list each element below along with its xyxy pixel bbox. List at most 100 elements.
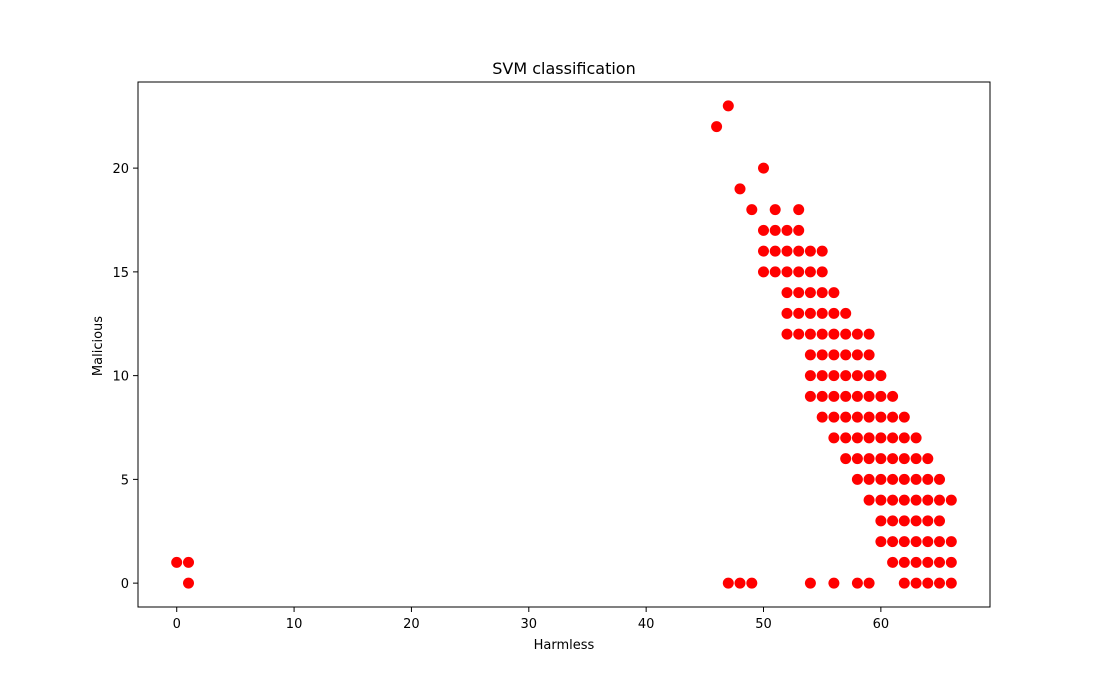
y-tick-label: 20 [112, 162, 129, 177]
data-point [922, 515, 934, 527]
data-point [863, 473, 875, 485]
data-point [816, 349, 828, 361]
data-point [851, 473, 863, 485]
data-point [804, 287, 816, 299]
data-point [734, 183, 746, 195]
data-point [828, 411, 840, 423]
data-point [746, 204, 758, 216]
data-point [875, 411, 887, 423]
data-point [851, 328, 863, 340]
data-point [804, 245, 816, 257]
data-point [887, 411, 899, 423]
data-point [793, 328, 805, 340]
data-point [722, 100, 734, 112]
data-point [840, 432, 852, 444]
data-point [875, 432, 887, 444]
x-tick-label: 10 [286, 617, 303, 632]
data-point [922, 494, 934, 506]
data-point [922, 453, 934, 465]
data-point [183, 556, 194, 568]
data-point [945, 556, 957, 568]
y-tick-label: 5 [121, 473, 129, 488]
data-point [758, 224, 769, 236]
data-point [769, 204, 781, 216]
data-point [816, 390, 828, 402]
data-point [851, 411, 863, 423]
data-point [804, 266, 816, 278]
x-tick-label: 60 [873, 617, 890, 632]
data-point [828, 370, 840, 382]
data-point [875, 515, 887, 527]
data-point [898, 473, 910, 485]
data-point [171, 556, 183, 568]
data-point [898, 515, 910, 527]
y-tick-label: 15 [112, 266, 129, 281]
data-point [910, 515, 922, 527]
data-point [898, 556, 910, 568]
data-point [945, 577, 957, 589]
data-point [910, 473, 922, 485]
data-point [922, 556, 934, 568]
data-point [793, 287, 805, 299]
data-point [934, 515, 945, 527]
data-point [922, 577, 934, 589]
data-point [898, 453, 910, 465]
data-point [863, 432, 875, 444]
data-point [875, 473, 887, 485]
data-point [781, 266, 793, 278]
data-point [769, 224, 781, 236]
data-point [781, 287, 793, 299]
data-point [875, 536, 887, 548]
data-point [840, 453, 852, 465]
data-point [816, 266, 828, 278]
data-point [863, 411, 875, 423]
data-point [840, 307, 852, 319]
data-point [793, 307, 805, 319]
data-point [183, 577, 194, 589]
data-point [851, 577, 863, 589]
data-point [840, 411, 852, 423]
data-point [851, 370, 863, 382]
data-point [793, 266, 805, 278]
data-point [875, 370, 887, 382]
data-point [804, 577, 816, 589]
y-axis-label: Malicious [91, 316, 106, 376]
data-point [758, 266, 769, 278]
data-point [934, 577, 945, 589]
x-axis-label: Harmless [534, 638, 595, 653]
data-point [828, 432, 840, 444]
plot-area-frame [137, 81, 991, 608]
data-point [781, 224, 793, 236]
chart-title: SVM classification [492, 59, 635, 78]
data-point [863, 577, 875, 589]
data-point [910, 536, 922, 548]
data-point [898, 577, 910, 589]
data-point [887, 536, 899, 548]
data-point [934, 556, 945, 568]
data-point [887, 390, 899, 402]
data-point [804, 307, 816, 319]
data-point [781, 307, 793, 319]
data-point [746, 577, 758, 589]
data-point [898, 432, 910, 444]
data-point [922, 473, 934, 485]
data-point [945, 536, 957, 548]
data-point [851, 432, 863, 444]
data-point [898, 494, 910, 506]
data-point [828, 577, 840, 589]
data-point [758, 245, 769, 257]
data-point [875, 453, 887, 465]
data-point [851, 349, 863, 361]
data-point [758, 162, 769, 174]
data-point [887, 432, 899, 444]
data-point [898, 536, 910, 548]
data-point [793, 204, 805, 216]
data-point [898, 411, 910, 423]
data-point [734, 577, 746, 589]
data-point [851, 453, 863, 465]
data-point [875, 494, 887, 506]
x-tick-label: 40 [638, 617, 655, 632]
data-point [816, 370, 828, 382]
